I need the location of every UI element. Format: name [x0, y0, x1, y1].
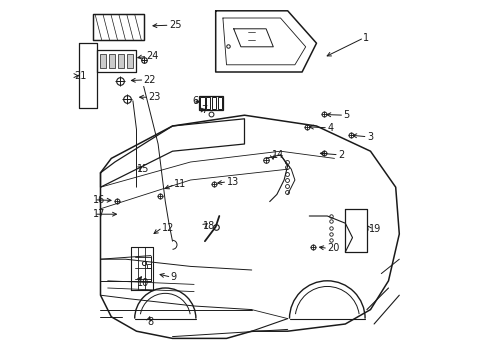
- Text: 17: 17: [93, 209, 105, 219]
- Bar: [199, 96, 223, 110]
- Text: 2: 2: [337, 150, 344, 160]
- Bar: [127, 54, 133, 68]
- Text: 18: 18: [203, 221, 215, 231]
- Text: 23: 23: [148, 92, 160, 102]
- Text: 21: 21: [75, 71, 87, 81]
- Bar: [109, 54, 115, 68]
- Text: 22: 22: [143, 75, 156, 85]
- Text: 5: 5: [343, 110, 349, 120]
- Text: 20: 20: [326, 243, 339, 253]
- Text: 9: 9: [170, 272, 177, 282]
- Text: 7: 7: [201, 105, 207, 115]
- Text: 11: 11: [174, 179, 186, 189]
- Text: 13: 13: [226, 177, 238, 187]
- Bar: [118, 54, 123, 68]
- Bar: [217, 97, 222, 109]
- Bar: [101, 54, 106, 68]
- Text: 12: 12: [162, 222, 174, 233]
- Text: 14: 14: [271, 150, 283, 160]
- Text: 3: 3: [366, 132, 372, 142]
- Text: 1: 1: [363, 33, 368, 43]
- Text: 15: 15: [136, 164, 148, 174]
- Text: 19: 19: [368, 224, 380, 234]
- Text: 16: 16: [93, 195, 105, 205]
- Text: 10: 10: [136, 278, 148, 288]
- Bar: [200, 97, 204, 109]
- Text: 8: 8: [147, 317, 153, 327]
- Text: 6: 6: [192, 96, 198, 106]
- Text: 4: 4: [326, 123, 333, 133]
- Bar: [205, 97, 210, 109]
- Text: 24: 24: [146, 51, 159, 61]
- Bar: [211, 97, 216, 109]
- Text: 25: 25: [168, 20, 181, 30]
